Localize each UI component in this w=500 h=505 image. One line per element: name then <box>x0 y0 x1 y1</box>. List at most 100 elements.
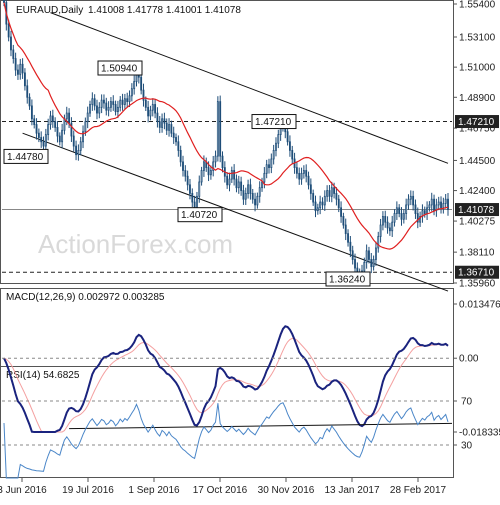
annotation-box <box>177 207 223 223</box>
candle <box>328 185 331 202</box>
candle <box>191 188 194 208</box>
candle <box>365 244 368 269</box>
candle <box>110 97 112 112</box>
price-box <box>455 265 499 279</box>
candle <box>251 188 254 204</box>
candle <box>379 218 382 243</box>
candle <box>316 203 319 215</box>
candle <box>286 127 289 146</box>
candle <box>140 72 143 95</box>
price-axis: 1.55400 1.53100 1.51000 1.48900 1.46750 1.445… <box>453 0 499 290</box>
price-tick-label: 1.51000 <box>459 63 496 74</box>
candle <box>149 105 152 121</box>
candle <box>349 236 352 258</box>
candles <box>3 0 449 283</box>
price-tick-label: 1.38110 <box>459 248 495 259</box>
candle <box>381 211 384 231</box>
candle <box>377 231 380 253</box>
candle <box>337 194 340 213</box>
candle <box>142 83 145 107</box>
candle <box>440 196 442 214</box>
candle <box>44 128 47 152</box>
annotation-label: 1.36240 <box>329 274 366 285</box>
candle <box>326 185 329 202</box>
candle <box>268 158 270 174</box>
candle <box>121 93 124 111</box>
annotation-box <box>3 148 49 164</box>
candle <box>412 190 415 211</box>
candle <box>226 172 229 189</box>
candle <box>209 165 212 180</box>
macd-panel-frame <box>0 288 454 372</box>
candle <box>14 52 17 76</box>
candle <box>37 128 40 143</box>
candle <box>428 201 431 212</box>
candle <box>177 135 180 157</box>
candle <box>116 100 119 119</box>
candle <box>170 120 173 138</box>
price-tick-label: 1.40275 <box>459 217 496 228</box>
candle <box>402 209 405 224</box>
candle <box>421 204 424 223</box>
price-tick-label: 1.55400 <box>459 0 496 11</box>
candle <box>42 136 45 152</box>
candle <box>400 207 403 226</box>
annotation-label: 1.40720 <box>181 210 218 221</box>
candle <box>33 114 36 129</box>
moving-average <box>3 2 449 250</box>
candle <box>105 97 108 116</box>
candle <box>219 95 222 163</box>
candle <box>433 194 435 216</box>
candle <box>235 174 238 193</box>
rsi-tick-label: 70 <box>461 397 473 408</box>
candle <box>319 195 322 215</box>
candle <box>307 171 310 190</box>
candle <box>291 145 294 164</box>
symbol-label: EURAUD,Daily <box>16 5 83 16</box>
candle <box>19 58 22 80</box>
candle <box>416 207 419 229</box>
candle <box>156 107 159 128</box>
candle <box>386 216 389 234</box>
candle <box>372 255 375 271</box>
candle <box>275 137 277 157</box>
candle <box>391 215 394 237</box>
candle <box>233 164 236 186</box>
candle <box>17 64 19 80</box>
candle <box>277 129 280 149</box>
macd-tick-label: 0.013476 <box>459 300 500 311</box>
price-tick-label: 1.35960 <box>459 279 496 290</box>
candle <box>163 112 166 130</box>
candle <box>98 102 101 119</box>
candle <box>447 193 449 216</box>
candle <box>23 68 26 91</box>
rsi-line <box>3 402 449 479</box>
candle <box>165 118 168 135</box>
candle <box>172 126 175 144</box>
candle <box>40 131 43 148</box>
candle <box>330 181 333 203</box>
macd-title: MACD(12,26,9) 0.002972 0.003285 <box>6 292 165 303</box>
candle <box>368 246 370 264</box>
candle <box>107 101 110 117</box>
candle <box>77 144 80 161</box>
watermark: ActionForex.com <box>38 229 233 259</box>
channel-line <box>50 12 449 164</box>
candle <box>179 145 182 167</box>
candle <box>298 167 301 185</box>
candle <box>214 150 217 168</box>
candle <box>340 201 342 223</box>
price-tick-label: 1.46750 <box>459 124 496 135</box>
candle <box>200 166 203 186</box>
candle <box>249 178 252 200</box>
macd-tick-label: 0.00 <box>459 354 479 365</box>
candle <box>309 178 312 200</box>
ohlc-label: 1.41008 1.41778 1.41001 1.41078 <box>88 5 241 16</box>
annotation-label: 1.44780 <box>7 152 44 163</box>
candle <box>198 175 201 203</box>
candle <box>256 192 259 209</box>
annotation-label: 1.47210 <box>255 117 292 128</box>
candle <box>435 198 438 217</box>
candle <box>151 98 154 117</box>
